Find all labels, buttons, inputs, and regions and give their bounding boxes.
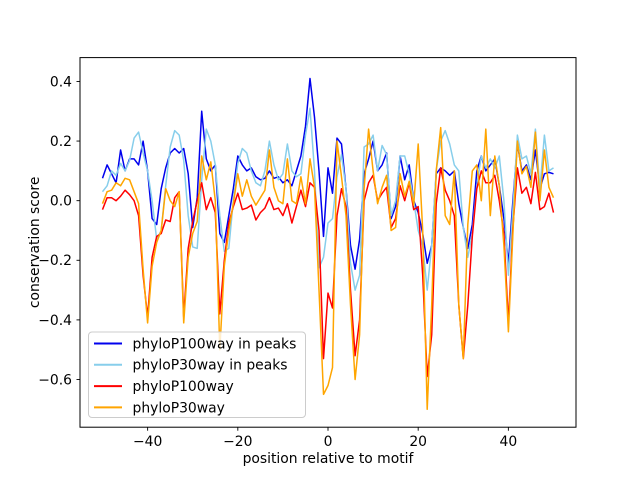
plot-content: −40 −20 0 20 40 0.4 0.2 0.0 −0.2 −0.4 −0.6 <box>38 74 555 450</box>
legend-box <box>88 331 306 418</box>
legend-label: phyloP30way <box>133 400 225 416</box>
y-tick-label: −0.6 <box>38 372 72 388</box>
legend-label: phyloP100way <box>133 379 234 395</box>
y-tick-label: 0.0 <box>50 194 72 210</box>
y-axis-label: conservation score <box>27 177 43 309</box>
x-tick-label: −40 <box>133 434 162 450</box>
x-tick-label: 40 <box>500 434 518 450</box>
x-tick-label: 20 <box>409 434 427 450</box>
y-tick-label: 0.2 <box>50 134 72 150</box>
series-line-phyloP100way-in-peaks <box>101 77 554 270</box>
y-tick-label: −0.2 <box>38 253 72 269</box>
legend-label: phyloP30way in peaks <box>133 358 288 374</box>
x-axis-label: position relative to motif <box>243 451 415 467</box>
legend: phyloP100way in peaks phyloP30way in peak… <box>88 331 306 418</box>
series-line-phyloP30way <box>101 126 555 411</box>
plot-frame <box>79 57 577 428</box>
y-tick-label: −0.4 <box>38 313 72 329</box>
x-tick-label: 0 <box>324 434 333 450</box>
y-tick-label: 0.4 <box>50 74 72 90</box>
x-tick-label: −20 <box>223 434 252 450</box>
legend-label: phyloP100way in peaks <box>133 336 297 352</box>
